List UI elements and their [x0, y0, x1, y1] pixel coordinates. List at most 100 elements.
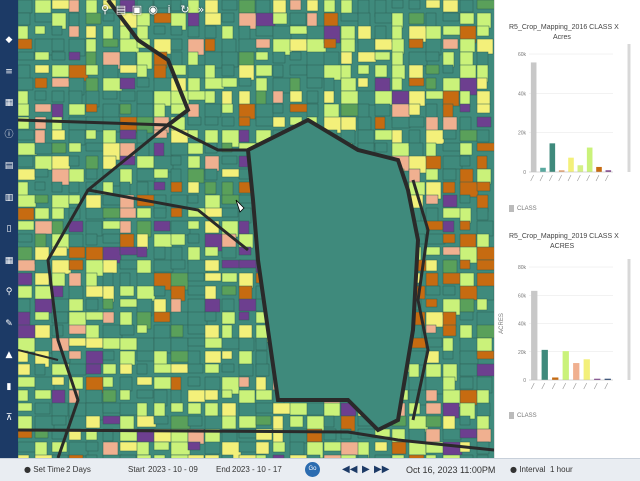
parcel — [323, 38, 337, 49]
parcel — [425, 51, 440, 62]
bar[interactable] — [573, 363, 580, 380]
parcel — [187, 389, 206, 403]
parcel — [238, 363, 254, 377]
parcel — [102, 77, 123, 92]
parcel — [476, 402, 491, 417]
parcel — [34, 324, 51, 340]
chart-icon[interactable]: ✎ — [5, 318, 13, 329]
bar[interactable] — [604, 378, 611, 380]
parcel — [119, 220, 132, 234]
bar[interactable] — [530, 62, 537, 172]
parcel — [255, 38, 271, 49]
bar[interactable] — [562, 351, 569, 380]
bar[interactable] — [568, 157, 574, 172]
parcel — [85, 142, 106, 152]
parcel — [221, 350, 233, 360]
parcel — [425, 324, 437, 334]
start-date-input[interactable]: 2023 - 10 - 09 — [148, 465, 198, 474]
go-button[interactable]: Go — [305, 462, 320, 477]
start-label: Start — [128, 465, 145, 474]
bar[interactable] — [577, 165, 584, 172]
bar[interactable] — [558, 170, 565, 172]
end-date-input[interactable]: 2023 - 10 - 17 — [232, 465, 282, 474]
parcel — [136, 389, 154, 399]
camera-icon[interactable]: ◉ — [148, 3, 158, 16]
parcel — [323, 402, 341, 417]
parcel — [340, 38, 356, 53]
bar[interactable] — [586, 147, 593, 172]
bar[interactable] — [552, 377, 559, 380]
parcel — [459, 363, 479, 377]
fast-forward-icon[interactable]: ▶▶ — [374, 464, 390, 475]
set-time-button[interactable]: ● Set Time — [24, 459, 65, 481]
interval-select[interactable]: 1 hour — [550, 465, 573, 474]
list-icon[interactable]: ≡ — [5, 66, 13, 77]
parcel — [136, 337, 155, 353]
bar[interactable] — [605, 170, 612, 172]
map-icon[interactable]: ▥ — [4, 192, 14, 203]
x-tick-mark — [572, 382, 577, 390]
set-time-select[interactable]: 2 Days — [66, 465, 91, 474]
bar[interactable] — [549, 143, 556, 172]
parcel — [18, 363, 31, 376]
parcel — [408, 350, 427, 366]
search-icon[interactable]: ⚲ — [5, 287, 13, 297]
parcel — [340, 441, 361, 456]
parcel — [170, 155, 182, 166]
parcel — [459, 64, 477, 80]
save-icon[interactable]: ▮ — [6, 381, 12, 392]
parcel — [51, 116, 63, 131]
expand-icon[interactable]: » — [197, 3, 205, 16]
bar[interactable] — [583, 359, 590, 380]
info-icon[interactable]: i — [167, 3, 171, 16]
crop-map[interactable] — [18, 0, 494, 458]
parcel — [459, 285, 480, 301]
parcel — [221, 168, 241, 178]
map-view[interactable]: ⚲ ▤ ▣ ◉ i ↻ » — [18, 0, 494, 458]
x-tick-mark — [549, 174, 553, 182]
grid-icon[interactable]: ▦ — [4, 98, 14, 108]
parcel — [34, 454, 55, 458]
print-icon[interactable]: ▤ — [4, 161, 14, 171]
parcel — [476, 259, 494, 271]
bar[interactable] — [594, 378, 601, 380]
parcel — [204, 454, 220, 458]
parcel — [306, 90, 319, 104]
parcel — [408, 0, 421, 10]
parcel — [68, 363, 87, 376]
info-icon[interactable]: ⓘ — [4, 129, 14, 140]
document-icon[interactable]: ▯ — [6, 224, 12, 234]
chart1-svg: 60k 40k 20k 0 — [518, 44, 631, 182]
parcel — [18, 77, 34, 91]
layers-icon[interactable]: ◆ — [5, 35, 13, 45]
parcel — [18, 64, 31, 80]
interval-label: ● Interval — [510, 465, 546, 474]
table-icon[interactable]: ▦ — [4, 255, 14, 266]
parcel — [68, 233, 84, 248]
parcel — [289, 12, 307, 26]
play-icon[interactable]: ▶ — [362, 464, 370, 475]
parcel — [34, 155, 53, 171]
parcel — [68, 155, 80, 167]
parcel — [136, 168, 156, 182]
parcel — [221, 272, 238, 283]
bar[interactable] — [541, 349, 548, 380]
bar[interactable] — [540, 167, 546, 172]
refresh-icon[interactable]: ↻ — [180, 3, 190, 16]
x-tick-mark — [595, 174, 600, 182]
parcel — [153, 181, 166, 191]
parcel — [170, 350, 190, 363]
search-icon[interactable]: ⚲ — [100, 3, 110, 16]
parcel — [85, 441, 99, 452]
bar[interactable] — [531, 290, 538, 380]
save-icon[interactable]: ▣ — [131, 3, 143, 16]
parcel — [272, 51, 286, 64]
parcel — [374, 454, 392, 458]
print-icon[interactable]: ▤ — [115, 3, 127, 16]
alert-icon[interactable]: ▲ — [5, 350, 13, 360]
rewind-icon[interactable]: ◀◀ — [342, 464, 358, 475]
parcel — [204, 129, 219, 144]
bar[interactable] — [596, 166, 602, 172]
measure-icon[interactable]: ⊼ — [5, 413, 13, 423]
parcel — [119, 324, 135, 336]
